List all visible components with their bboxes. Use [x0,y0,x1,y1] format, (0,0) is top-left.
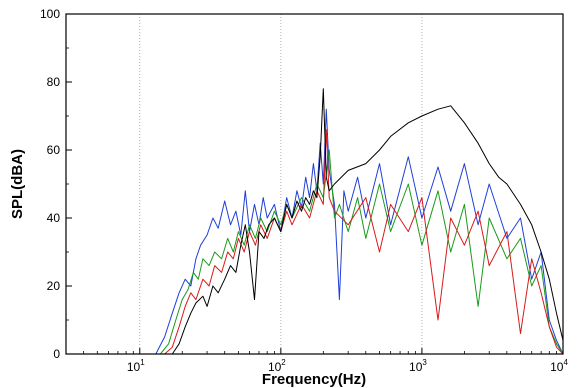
series-line [164,129,564,355]
series-line [155,108,564,355]
y-tick-label: 40 [47,211,61,225]
x-tick-exponent: 1 [140,358,145,367]
series-layer [155,88,564,355]
y-tick-label: 0 [53,347,60,361]
y-tick-label: 100 [40,7,60,21]
series-line [160,149,564,355]
series-line [171,88,564,355]
x-tick-label: 103 [409,358,427,374]
x-tick-label: 101 [127,358,145,374]
x-tick-exponent: 4 [563,358,568,367]
y-axis-title: SPL(dBA) [9,149,26,219]
y-tick-label: 60 [47,143,61,157]
x-axis-title: Frequency(Hz) [262,371,366,388]
y-axis: 0 20 40 60 80 100 [40,7,72,361]
x-tick-exponent: 3 [422,358,427,367]
y-tick-label: 80 [47,75,61,89]
y-tick-label: 20 [47,279,61,293]
plot-area [66,14,563,354]
x-tick-label: 104 [550,358,568,374]
x-tick-exponent: 2 [281,358,286,367]
